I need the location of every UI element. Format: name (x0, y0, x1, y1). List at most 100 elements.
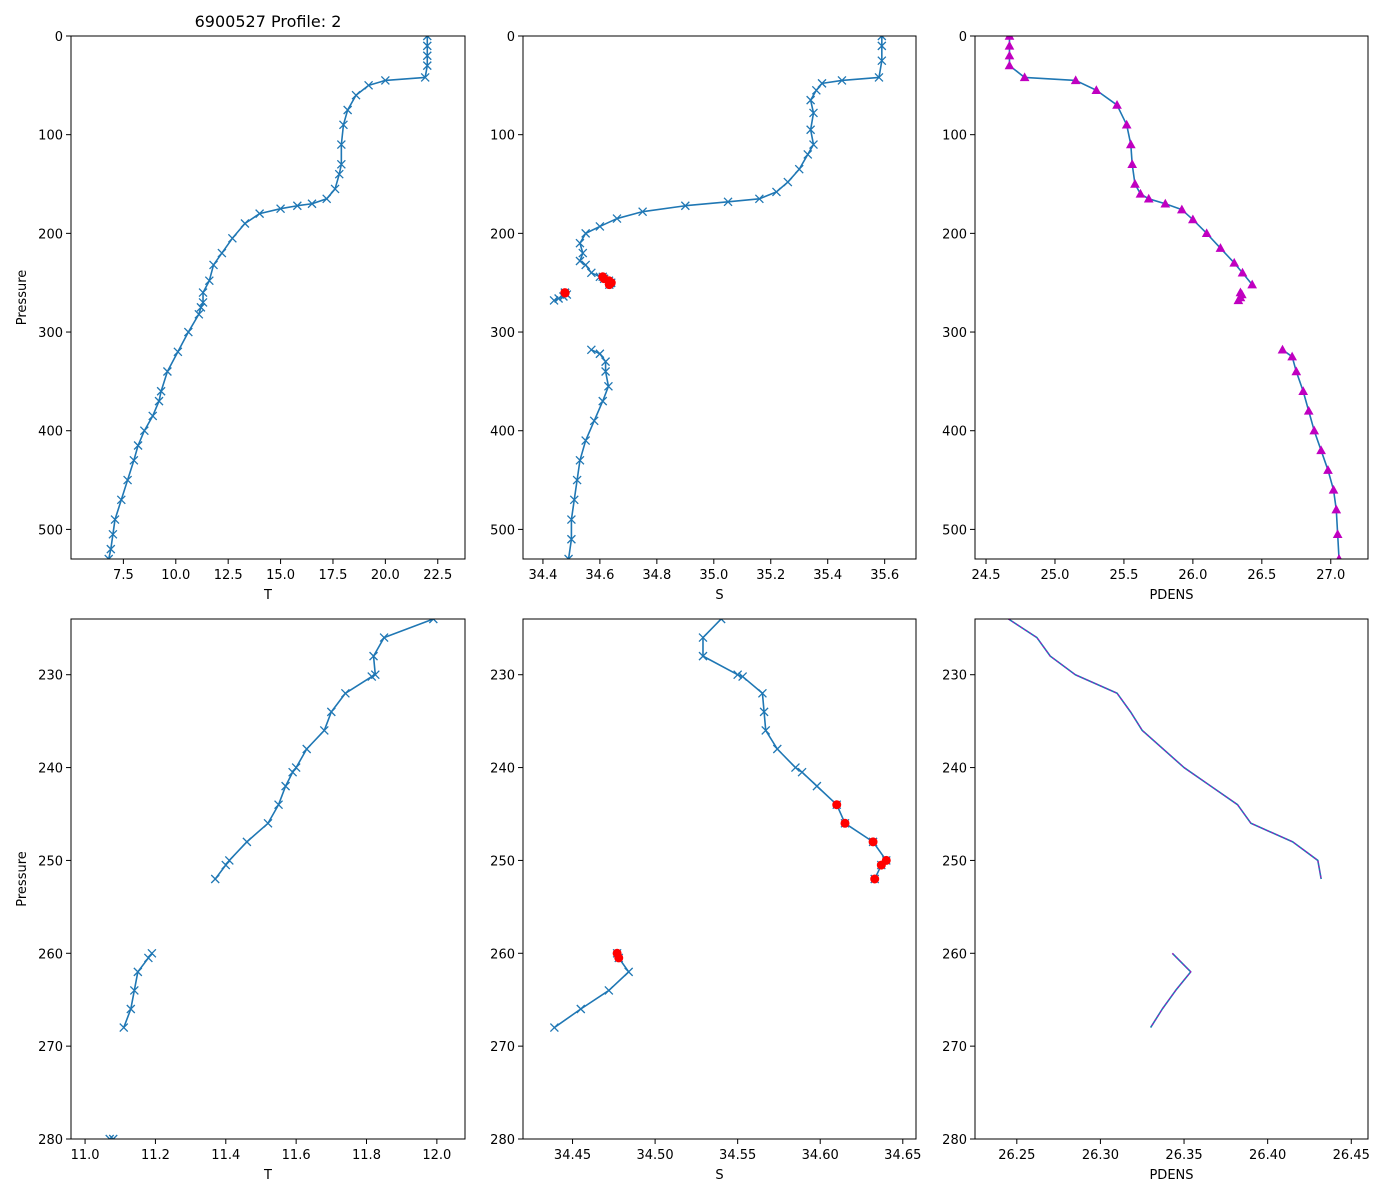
data-point-x-marker (221, 860, 231, 870)
x-tick-label: 25.5 (1109, 568, 1138, 583)
y-tick-label: 400 (38, 425, 63, 440)
data-point-x-marker (554, 294, 564, 303)
data-point-x-marker (575, 455, 585, 465)
x-tick-label: 34.45 (554, 1148, 591, 1163)
x-tick-label: 34.4 (528, 568, 557, 583)
data-point-triangle-marker (1188, 214, 1198, 224)
y-tick-label: 500 (38, 523, 63, 538)
data-point-x-marker (564, 554, 574, 559)
x-axis-label: T (263, 1168, 272, 1183)
x-tick-label: 26.30 (1082, 1148, 1119, 1163)
data-point-triangle-marker (1125, 139, 1136, 149)
x-tick-label: 35.0 (699, 568, 728, 583)
flagged-point (560, 288, 570, 298)
data-point-x-marker (119, 1023, 129, 1033)
data-point-x-marker (422, 41, 432, 51)
x-tick-label: 35.6 (870, 568, 899, 583)
data-point-triangle-marker (1130, 178, 1140, 188)
x-tick-label: 26.45 (1333, 1148, 1370, 1163)
data-point-x-marker (183, 327, 193, 337)
x-tick-label: 11.6 (282, 1148, 311, 1163)
data-point-x-marker (809, 140, 818, 150)
data-point-x-marker (319, 725, 329, 735)
series-line (1008, 36, 1253, 286)
y-tick-label: 270 (38, 1040, 63, 1055)
y-tick-label: 300 (942, 326, 967, 341)
data-point-triangle-marker (1309, 425, 1320, 435)
data-point-triangle-marker (1316, 445, 1326, 455)
data-point-x-marker (110, 515, 120, 524)
data-point-x-marker (351, 90, 361, 100)
data-point-x-marker (291, 763, 301, 773)
data-point-triangle-marker (1233, 295, 1244, 305)
data-point-triangle-marker (1331, 504, 1342, 514)
data-point-x-marker (420, 72, 430, 82)
y-tick-label: 100 (490, 129, 515, 144)
data-point-x-marker (106, 544, 116, 554)
data-point-x-marker (123, 475, 133, 485)
y-axis-label: Pressure (15, 851, 30, 907)
chart-title: 6900527 Profile: 2 (195, 12, 342, 31)
data-point-x-marker (147, 948, 157, 958)
y-tick-label: 400 (942, 425, 967, 440)
data-point-x-marker (154, 396, 164, 406)
panel-density-zoom: 26.25 26.30 26.35 26.40 26.45 230 240 250 260 270… (942, 618, 1370, 1183)
x-axis-label: PDENS (1149, 588, 1193, 603)
data-point-triangle-marker (1143, 193, 1154, 203)
series-line (702, 619, 888, 880)
data-point-x-marker (126, 1004, 136, 1014)
data-point-triangle-marker (1160, 198, 1171, 208)
data-point-triangle-marker (1298, 386, 1309, 395)
data-point-triangle-marker (1229, 257, 1240, 267)
data-point-x-marker (255, 209, 265, 219)
series-line (1149, 952, 1192, 1028)
data-point-triangle-marker (1323, 465, 1333, 474)
data-point-triangle-marker (1215, 243, 1226, 252)
data-point-triangle-marker (1004, 60, 1015, 70)
plot-area (549, 36, 887, 559)
data-point-x-marker (129, 455, 139, 465)
y-tick-label: 200 (942, 227, 967, 242)
plot-area (1004, 36, 1343, 559)
data-point-x-marker (336, 159, 346, 169)
flagged-point (870, 874, 880, 884)
data-point-triangle-marker (1287, 351, 1298, 361)
x-axis-label: T (263, 588, 272, 603)
data-point-x-marker (210, 874, 220, 884)
data-point-x-marker (227, 233, 237, 243)
data-point-triangle-marker (1091, 85, 1102, 94)
data-point-triangle-marker (1135, 188, 1146, 198)
y-tick-label: 200 (490, 227, 515, 242)
data-point-triangle-marker (1127, 159, 1138, 168)
y-tick-label: 250 (942, 854, 967, 869)
data-point-x-marker (173, 347, 183, 357)
y-tick-label: 260 (942, 947, 967, 962)
data-point-x-marker (812, 781, 822, 791)
data-point-x-marker (263, 818, 273, 828)
x-axis-label: S (715, 588, 723, 603)
data-point-x-marker (196, 302, 206, 312)
data-point-x-marker (598, 396, 608, 406)
data-point-triangle-marker (1112, 100, 1122, 109)
data-point-x-marker (156, 386, 166, 396)
x-tick-label: 12.5 (214, 568, 243, 583)
data-point-x-marker (806, 95, 816, 105)
panel-temperature-full: 6900527 Profile: 2 7.5 10.0 12.5 15.0 17.5 20.… (15, 12, 466, 603)
data-point-x-marker (601, 367, 611, 376)
series-line (553, 953, 630, 1029)
data-point-x-marker (759, 707, 769, 717)
data-point-x-marker (198, 297, 208, 307)
plot-area (549, 619, 891, 1033)
x-tick-label: 20.0 (371, 568, 400, 583)
data-point-triangle-marker (1277, 344, 1288, 354)
data-point-x-marker (581, 436, 591, 446)
data-point-x-marker (754, 194, 764, 204)
y-tick-label: 270 (942, 1040, 967, 1055)
data-point-x-marker (217, 248, 227, 258)
data-point-x-marker (569, 495, 579, 505)
y-tick-label: 300 (38, 326, 63, 341)
x-tick-label: 10.0 (161, 568, 190, 583)
series-line (1282, 349, 1340, 559)
y-tick-label: 100 (942, 129, 967, 144)
data-point-x-marker (194, 309, 204, 319)
